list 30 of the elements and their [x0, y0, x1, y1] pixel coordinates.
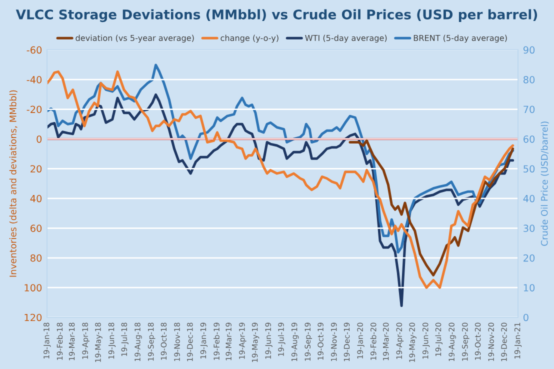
y2-tick-label: 0	[523, 314, 528, 322]
y2-tick-label: 40	[523, 194, 535, 202]
y2-tick-label: 70	[524, 106, 535, 114]
y2-tick-label: 90	[523, 46, 535, 54]
legend-label: WTI (5-day average)	[305, 34, 387, 43]
y2-axis-title: Crude Oil Price (USD/barrel)	[540, 122, 549, 246]
legend-label: change (y-o-y)	[220, 34, 278, 43]
y-tick-label: 100	[24, 284, 42, 292]
y-tick-label: -20	[26, 106, 42, 114]
y-tick-label: 0	[36, 135, 42, 143]
line-series	[348, 139, 514, 276]
y-tick-label: -60	[26, 46, 42, 54]
y-tick-label: 20	[30, 165, 42, 173]
y2-tick-label: 50	[524, 165, 535, 173]
y2-tick-label: 30	[524, 224, 535, 232]
legend-label: BRENT (5-day average)	[414, 34, 507, 43]
y-tick-label: 80	[30, 254, 42, 262]
chart-title: VLCC Storage Deviations (MMbbl) vs Crude Oil Prices (USD per barrel)	[16, 9, 538, 22]
y2-tick-label: 20	[524, 254, 535, 262]
y2-tick-label: 60	[524, 135, 535, 143]
y-tick-label: 40	[30, 194, 42, 202]
y2-tick-label: 80	[524, 76, 535, 84]
y-tick-label: 60	[30, 224, 42, 232]
line-series	[47, 93, 514, 307]
y-tick-label: 120	[24, 314, 42, 322]
legend-label: deviation (vs 5-year average)	[76, 34, 194, 43]
y-axis-title: Inventories (delta and deviations, MMbbl)	[9, 90, 18, 277]
y-tick-label: -40	[26, 76, 42, 84]
y2-tick-label: 10	[524, 284, 535, 292]
line-series	[47, 70, 514, 289]
